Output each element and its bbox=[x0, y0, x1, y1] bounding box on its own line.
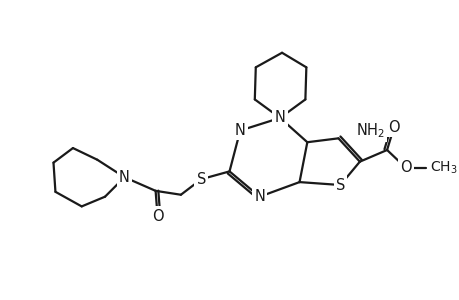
Text: O: O bbox=[387, 120, 399, 135]
Text: N: N bbox=[119, 170, 129, 185]
Text: CH$_3$: CH$_3$ bbox=[429, 159, 457, 176]
Text: NH$_2$: NH$_2$ bbox=[355, 121, 384, 140]
Text: O: O bbox=[399, 160, 410, 175]
Text: S: S bbox=[335, 178, 344, 193]
Text: O: O bbox=[151, 208, 163, 224]
Text: N: N bbox=[254, 189, 264, 204]
Text: N: N bbox=[274, 110, 285, 125]
Text: N: N bbox=[234, 123, 245, 138]
Text: S: S bbox=[196, 172, 206, 187]
